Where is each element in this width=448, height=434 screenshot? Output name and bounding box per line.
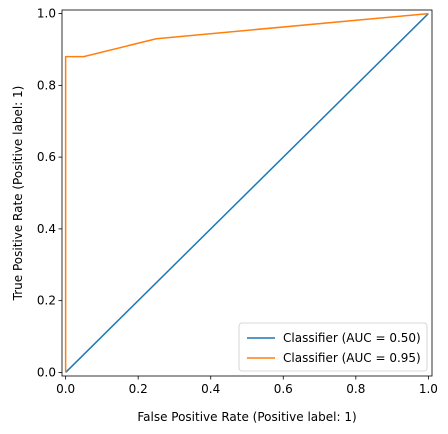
legend: Classifier (AUC = 0.50) Classifier (AUC =… (238, 322, 428, 372)
plot-lines (64, 12, 429, 373)
y-axis-ticks: 0.0 0.2 0.4 0.6 0.8 1.0 (37, 7, 62, 379)
plot-frame (61, 9, 433, 377)
x-tick-label: 0.0 (56, 382, 75, 396)
series-line-0 (65, 13, 429, 373)
series-line-1 (64, 12, 429, 373)
x-tick-label: 0.4 (201, 382, 220, 396)
y-tick-label: 0.2 (37, 294, 56, 308)
x-tick-label: 1.0 (419, 382, 438, 396)
x-tick-label: 0.6 (274, 382, 293, 396)
x-tick-label: 0.8 (346, 382, 365, 396)
y-tick-label: 0.8 (37, 78, 56, 92)
legend-box (238, 322, 428, 372)
y-tick-label: 0.0 (37, 365, 56, 379)
y-tick-label: 0.4 (37, 222, 56, 236)
x-tick-label: 0.2 (129, 382, 148, 396)
legend-label-0: Classifier (AUC = 0.50) (283, 331, 421, 345)
legend-label-1: Classifier (AUC = 0.95) (283, 351, 421, 365)
y-axis-label: True Positive Rate (Positive label: 1) (11, 86, 25, 302)
x-axis-ticks: 0.0 0.2 0.4 0.6 0.8 1.0 (56, 376, 438, 396)
x-axis-label: False Positive Rate (Positive label: 1) (137, 410, 356, 424)
y-tick-label: 0.6 (37, 150, 56, 164)
y-tick-label: 1.0 (37, 7, 56, 21)
